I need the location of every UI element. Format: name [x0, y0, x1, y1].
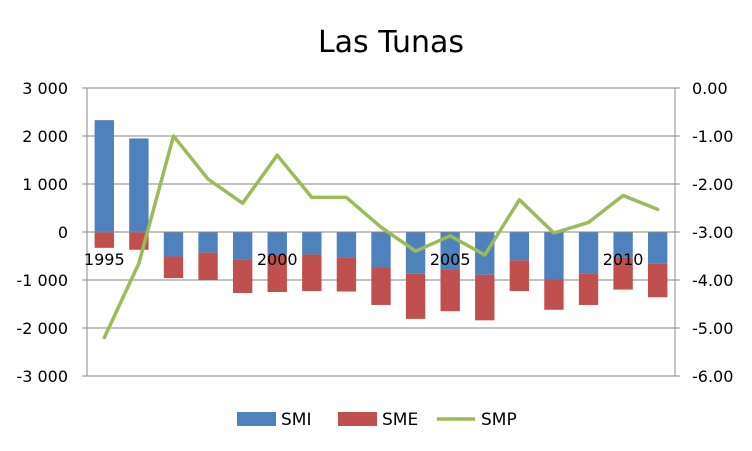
bar-smi — [129, 138, 149, 232]
x-tick-label: 2005 — [430, 250, 471, 269]
bar-smi — [232, 232, 253, 260]
chart-title: Las Tunas — [318, 25, 464, 60]
bar-smi — [163, 232, 184, 257]
y-left-tick-label: 3 000 — [22, 79, 68, 98]
legend: SMI SME SMP — [237, 410, 517, 430]
bar-smi — [336, 232, 357, 258]
x-tick-labels: 1995 2000 2005 2010 — [84, 250, 644, 269]
bar-sme — [371, 267, 391, 305]
gridlines — [87, 87, 675, 377]
bar-series — [94, 120, 668, 321]
y-left-tick-label: -1 000 — [16, 271, 68, 290]
bar-sme — [267, 255, 287, 292]
bar-smi — [267, 232, 287, 256]
bar-sme — [302, 254, 322, 292]
legend-label-smp: SMP — [481, 410, 517, 430]
bar-sme — [544, 279, 564, 310]
legend-swatch-sme — [338, 412, 377, 426]
y-right-tick-label: -5.00 — [692, 319, 733, 338]
bar-sme — [198, 252, 218, 280]
axes — [82, 87, 680, 377]
y-right-tick-label: -3.00 — [692, 223, 733, 242]
y-left-tick-label: -2 000 — [16, 319, 68, 338]
x-tick-label: 1995 — [84, 250, 125, 269]
y-right-tick-label: 0.00 — [692, 79, 728, 98]
x-tick-label: 2000 — [257, 250, 298, 269]
bar-sme — [509, 260, 530, 292]
bar-sme — [578, 273, 599, 305]
y-right-tick-label: -2.00 — [692, 175, 733, 194]
bar-sme — [648, 263, 668, 298]
bar-smi — [613, 232, 633, 258]
y-left-tick-label: -3 000 — [16, 367, 68, 386]
bar-sme — [475, 274, 495, 321]
line-series — [102, 134, 660, 340]
bar-smi — [198, 232, 218, 253]
bar-smi — [94, 120, 114, 232]
bar-smi — [509, 232, 530, 261]
y-right-tick-label: -1.00 — [692, 127, 733, 146]
y-left-tick-label: 1 000 — [22, 175, 68, 194]
y-right-tick-labels: 0.00 -1.00 -2.00 -3.00 -4.00 -5.00 -6.00 — [692, 79, 733, 386]
bar-smi — [302, 232, 322, 255]
bar-sme — [613, 257, 633, 290]
line-smp — [102, 134, 660, 340]
bar-sme — [232, 259, 253, 293]
bar-sme — [94, 232, 114, 248]
legend-label-smi: SMI — [281, 410, 311, 430]
y-left-tick-label: 2 000 — [22, 127, 68, 146]
legend-swatch-smi — [237, 412, 276, 426]
bar-smi — [371, 232, 391, 268]
bar-smi — [440, 232, 460, 270]
bar-smi — [544, 232, 564, 280]
x-tick-label: 2010 — [603, 250, 644, 269]
bar-sme — [163, 256, 184, 279]
bar-smi — [648, 232, 668, 264]
y-left-tick-label: 0 — [58, 223, 68, 242]
y-left-tick-labels: 3 000 2 000 1 000 0 -1 000 -2 000 -3 000 — [16, 79, 68, 386]
bar-smi — [578, 232, 599, 274]
y-right-tick-label: -4.00 — [692, 271, 733, 290]
y-right-tick-label: -6.00 — [692, 367, 733, 386]
bar-sme — [336, 257, 357, 292]
legend-label-sme: SME — [382, 410, 418, 430]
bar-sme — [440, 269, 460, 312]
bar-sme — [405, 273, 426, 319]
